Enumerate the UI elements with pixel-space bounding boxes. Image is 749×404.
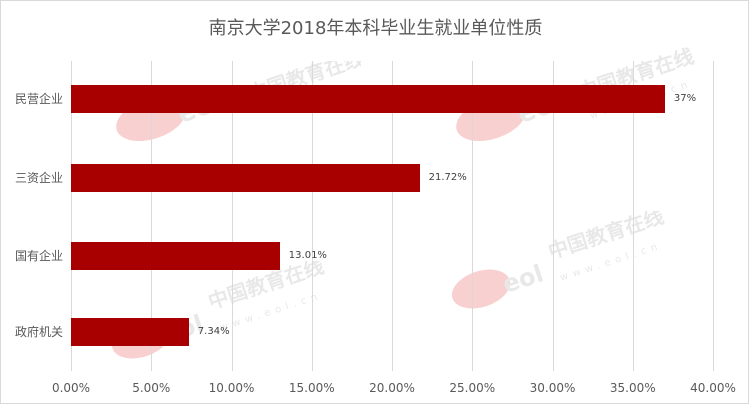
gridline <box>151 61 153 371</box>
category-label: 政府机关 <box>14 325 63 339</box>
bar-value-label: 37% <box>673 93 697 104</box>
bar <box>71 85 665 113</box>
gridline <box>552 61 554 371</box>
x-tick-label: 25.00% <box>449 381 496 395</box>
bar-value-label: 7.34% <box>197 326 230 337</box>
x-tick-label: 20.00% <box>369 381 415 395</box>
x-tick-label: 30.00% <box>529 381 576 395</box>
bar <box>71 318 189 346</box>
x-tick-label: 15.00% <box>288 381 335 395</box>
x-tick-label: 40.00% <box>690 381 736 395</box>
gridline <box>231 61 233 371</box>
gridline <box>311 61 313 371</box>
x-tick-label: 0.00% <box>51 381 91 395</box>
bar <box>71 242 280 270</box>
category-label: 国有企业 <box>14 249 63 263</box>
category-label: 民营企业 <box>14 92 63 106</box>
category-label: 三资企业 <box>14 171 63 185</box>
x-tick-label: 10.00% <box>208 381 255 395</box>
x-tick-label: 5.00% <box>132 381 171 395</box>
x-tick-label: 35.00% <box>609 381 656 395</box>
gridline <box>472 61 474 371</box>
plot-area <box>71 61 714 371</box>
gridline <box>71 61 72 371</box>
gridline <box>713 61 714 371</box>
bar-value-label: 21.72% <box>428 172 467 183</box>
gridline <box>632 61 634 371</box>
bar <box>71 164 420 192</box>
chart-title: 南京大学2018年本科毕业生就业单位性质 <box>208 18 543 39</box>
gridline <box>392 61 393 371</box>
bar-value-label: 13.01% <box>288 250 327 261</box>
